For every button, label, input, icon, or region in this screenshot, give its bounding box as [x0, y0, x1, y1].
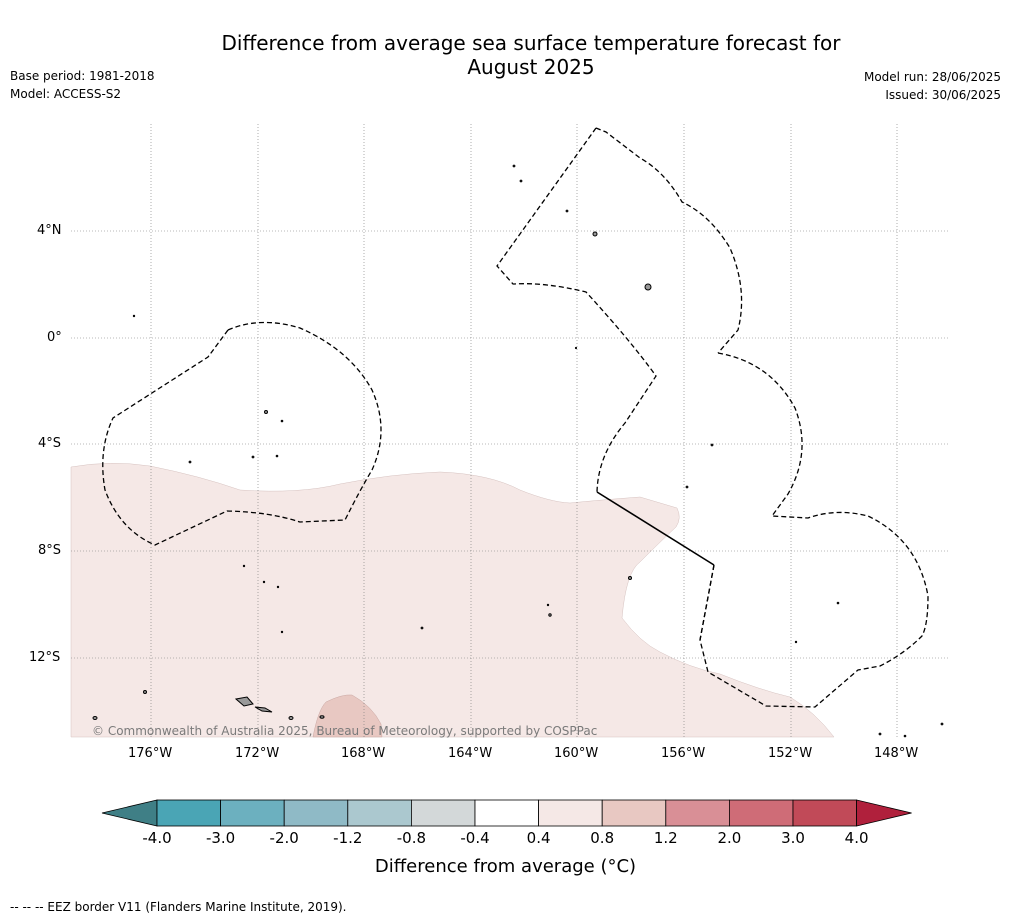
colorbar-segment	[665, 799, 730, 827]
lon-label-160w: 160°W	[554, 746, 599, 761]
eez-legend-note: -- -- -- EEZ border V11 (Flanders Marine…	[10, 900, 347, 914]
samoa-island-2	[254, 706, 273, 713]
lon-label-156w: 156°W	[661, 746, 706, 761]
lat-label-4n: 4°N	[37, 223, 62, 238]
colorbar-tick-label: -0.8	[396, 829, 427, 847]
colorbar-segment	[538, 799, 603, 827]
lon-label-164w: 164°W	[448, 746, 493, 761]
colorbar-segment	[347, 799, 412, 827]
lat-label-12s: 12°S	[29, 650, 61, 665]
islands	[92, 164, 944, 738]
copyright-credit: © Commonwealth of Australia 2025, Bureau…	[92, 724, 598, 738]
colorbar-extend-low	[101, 799, 158, 827]
colorbar-tick-label: -3.0	[205, 829, 236, 847]
colorbar-segment	[410, 799, 476, 827]
issued-date: Issued: 30/06/2025	[885, 88, 1001, 102]
model-run: Model run: 28/06/2025	[863, 70, 1001, 84]
colorbar-tick-label: 2.0	[717, 829, 742, 847]
lon-label-168w: 168°W	[341, 746, 386, 761]
colorbar-tick-label: -4.0	[142, 829, 172, 847]
colorbar-segment	[220, 799, 285, 827]
colorbar-tick-label: 3.0	[781, 829, 805, 847]
colorbar-segment	[474, 799, 539, 827]
colorbar-segment	[792, 799, 857, 827]
colorbar	[101, 799, 912, 827]
page-title: Difference from average sea surface temp…	[0, 31, 1011, 79]
colorbar-tick-label: 1.2	[653, 829, 678, 847]
colorbar-tick-label: 0.4	[526, 829, 551, 847]
lon-label-172w: 172°W	[235, 746, 280, 761]
colorbar-label: Difference from average (°C)	[374, 856, 637, 877]
lon-label-148w: 148°W	[874, 746, 919, 761]
model-name: Model: ACCESS-S2	[10, 87, 122, 101]
colorbar-segment	[156, 799, 221, 827]
meta-left: Base period: 1981-2018 Model: ACCESS-S2	[10, 67, 155, 103]
base-period: Base period: 1981-2018	[10, 69, 155, 83]
lon-label-152w: 152°W	[768, 746, 813, 761]
colorbar-segment	[283, 799, 349, 827]
maritime-boundary-line-2	[699, 564, 715, 641]
anomaly-region-light	[70, 462, 835, 738]
maritime-boundary-line	[596, 491, 715, 566]
colorbar-tick-label: -0.4	[460, 829, 490, 847]
samoa-island-1	[234, 696, 254, 707]
eez-borders	[102, 127, 929, 708]
lat-label-0: 0°	[47, 330, 62, 345]
colorbar-extend-high	[856, 799, 912, 827]
title-line-2: August 2025	[467, 55, 595, 79]
map-gridlines	[71, 124, 950, 737]
colorbar-segment	[601, 799, 667, 827]
title-line-1: Difference from average sea surface temp…	[221, 31, 841, 55]
colorbar-tick-label: -2.0	[269, 829, 299, 847]
colorbar-tick-label: -1.2	[333, 829, 363, 847]
colorbar-tick-label: 0.8	[590, 829, 615, 847]
colorbar-segment	[729, 799, 794, 827]
lon-label-176w: 176°W	[128, 746, 173, 761]
lat-label-4s: 4°S	[38, 436, 62, 451]
anomaly-region-medium	[312, 694, 383, 738]
lat-label-8s: 8°S	[38, 543, 62, 558]
colorbar-tick-label: 4.0	[844, 829, 869, 847]
meta-right: Model run: 28/06/2025 Issued: 30/06/2025	[864, 68, 1001, 104]
